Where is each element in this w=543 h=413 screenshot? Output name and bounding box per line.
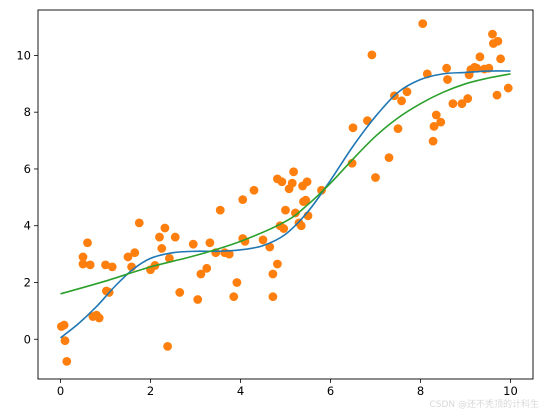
- scatter-point: [436, 117, 446, 127]
- scatter-point: [428, 136, 438, 146]
- scatter-point: [232, 278, 242, 287]
- scatter-point: [402, 87, 412, 97]
- x-tick-label: 2: [147, 384, 154, 398]
- watermark: CSDN @还不秃顶的计科生: [429, 400, 539, 410]
- scatter-point: [165, 253, 174, 263]
- scatter-point: [258, 235, 268, 245]
- scatter-point: [249, 185, 259, 195]
- scatter-point: [268, 292, 278, 302]
- scatter-point: [59, 320, 69, 330]
- scatter-point: [302, 177, 312, 187]
- x-tick-label: 0: [57, 384, 64, 398]
- scatter-point: [130, 248, 140, 258]
- x-tick-label: 8: [417, 384, 424, 398]
- scatter-point: [429, 121, 439, 131]
- scatter-point: [443, 75, 452, 84]
- scatter-point: [488, 29, 497, 39]
- scatter-point: [238, 195, 248, 205]
- series-layer: [57, 19, 513, 366]
- y-axis: 0 2 4 6 8 10: [16, 48, 38, 346]
- scatter-point: [62, 357, 72, 366]
- scatter-point: [492, 90, 502, 100]
- fit-line-green: [60, 73, 511, 295]
- scatter-point: [289, 167, 298, 177]
- scatter-point: [279, 224, 289, 233]
- scatter-point: [224, 249, 234, 259]
- scatter-point: [188, 239, 198, 249]
- scatter-point: [83, 238, 92, 248]
- scatter-point: [475, 52, 485, 62]
- y-tick-label: 10: [16, 48, 31, 62]
- y-tick-label: 2: [24, 275, 31, 289]
- x-tick-label: 6: [327, 384, 334, 398]
- scatter-point: [277, 177, 287, 187]
- scatter-point: [291, 208, 300, 218]
- scatter-point: [202, 263, 212, 273]
- scatter-point: [157, 244, 167, 253]
- scatter-point: [268, 269, 278, 279]
- scatter-point: [371, 173, 380, 182]
- scatter-point: [60, 336, 70, 346]
- scatter-point: [123, 252, 133, 262]
- scatter-point: [496, 54, 505, 64]
- scatter-point: [193, 295, 203, 304]
- scatter-point: [78, 252, 88, 262]
- scatter-point: [384, 153, 394, 163]
- scatter-point: [265, 242, 275, 252]
- fit-line-blue: [60, 70, 511, 339]
- scatter-point: [287, 178, 297, 188]
- scatter-series: [57, 19, 513, 366]
- scatter-point: [160, 223, 170, 233]
- scatter-point: [78, 259, 88, 269]
- x-tick-label: 10: [503, 384, 518, 398]
- scatter-point: [442, 63, 451, 73]
- scatter-point: [418, 19, 428, 29]
- scatter-point: [463, 94, 473, 103]
- scatter-point: [348, 123, 358, 133]
- scatter-point: [101, 260, 110, 270]
- y-tick-label: 6: [24, 162, 31, 176]
- scatter-point: [170, 232, 180, 242]
- scatter-point: [175, 288, 185, 297]
- scatter-point: [317, 185, 326, 195]
- scatter-point: [296, 221, 306, 231]
- scatter-point: [493, 36, 503, 46]
- scatter-point: [367, 50, 377, 60]
- scatter-point: [205, 238, 215, 248]
- scatter-point: [163, 341, 173, 351]
- scatter-point: [457, 99, 467, 109]
- scatter-point: [347, 158, 357, 168]
- scatter-point: [85, 260, 95, 270]
- scatter-point: [397, 96, 406, 106]
- scatter-point: [431, 110, 441, 120]
- axes-frame: [37, 9, 534, 380]
- y-tick-label: 0: [24, 332, 31, 346]
- x-axis: 0 2 4 6 8 10: [57, 379, 518, 398]
- y-tick-label: 8: [24, 105, 31, 119]
- scatter-point: [94, 313, 104, 323]
- y-tick-label: 4: [24, 219, 31, 233]
- scatter-point: [503, 83, 513, 93]
- scatter-point: [273, 259, 282, 269]
- scatter-point: [196, 269, 206, 279]
- scatter-point: [393, 124, 403, 134]
- scatter-point: [155, 232, 164, 242]
- scatter-point: [229, 292, 239, 302]
- scatter-point: [134, 218, 144, 228]
- x-tick-label: 4: [237, 384, 244, 398]
- scatter-point: [281, 205, 290, 215]
- scatter-point: [215, 205, 225, 215]
- scatter-point: [301, 195, 311, 205]
- scatter-point: [448, 99, 458, 109]
- scatter-point: [472, 63, 482, 73]
- scatter-point: [107, 262, 117, 272]
